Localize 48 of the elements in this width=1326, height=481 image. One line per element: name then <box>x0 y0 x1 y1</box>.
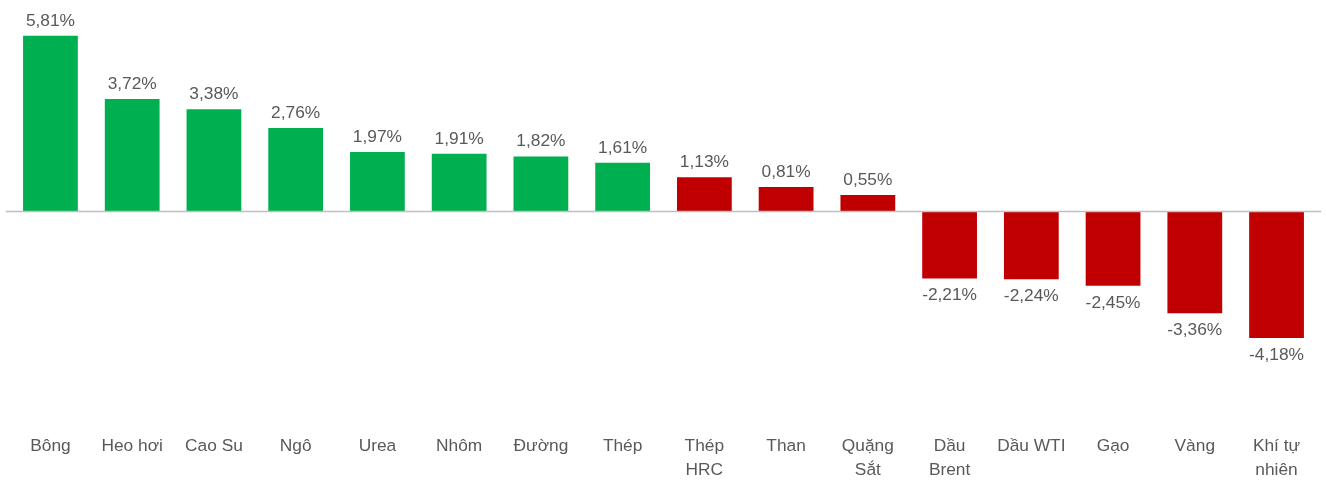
x-tick-label: Dầu WTI <box>997 434 1066 455</box>
data-label: 3,72% <box>107 72 157 93</box>
data-label: 2,76% <box>271 102 321 123</box>
bar <box>1167 211 1223 314</box>
bar <box>268 128 324 212</box>
bar <box>840 194 896 212</box>
bar <box>1003 211 1059 280</box>
x-tick-label: Dầu Brent <box>928 434 971 479</box>
data-label: -2,24% <box>1003 285 1059 306</box>
data-label: -2,21% <box>922 284 978 305</box>
data-label: -4,18% <box>1249 344 1304 365</box>
bar <box>186 109 242 212</box>
data-label: -3,36% <box>1167 319 1223 340</box>
bar <box>676 177 732 212</box>
bar <box>104 98 160 212</box>
bar <box>1249 211 1304 339</box>
x-tick-label: Than <box>766 434 806 455</box>
data-label: 1,97% <box>352 125 402 146</box>
bar <box>513 156 569 212</box>
bar <box>758 187 814 212</box>
data-label: 3,38% <box>189 83 239 104</box>
bar <box>431 153 487 212</box>
data-label: 0,81% <box>761 161 811 182</box>
x-tick-label: Thép <box>602 434 643 455</box>
data-label: 0,55% <box>843 168 893 189</box>
x-tick-label: Heo hơi <box>101 434 163 455</box>
data-label: -2,45% <box>1085 291 1141 312</box>
x-tick-label: Nhôm <box>436 434 483 455</box>
data-label: 1,82% <box>516 130 566 151</box>
x-tick-label: Gạo <box>1096 434 1130 455</box>
bar <box>350 151 405 212</box>
x-tick-label: Bông <box>30 434 71 455</box>
data-label: 5,81% <box>25 9 76 30</box>
bar <box>23 35 78 212</box>
x-tick-label: Đường <box>513 434 569 455</box>
bar <box>922 211 977 279</box>
bar <box>1085 211 1141 286</box>
x-tick-label: Thép HRC <box>684 434 725 479</box>
data-label: 1,61% <box>598 136 648 157</box>
x-tick-label: Cao Su <box>185 434 243 455</box>
x-tick-label: Vàng <box>1174 434 1216 455</box>
bar <box>595 162 651 212</box>
x-tick-label: Ngô <box>279 434 312 455</box>
data-label: 1,13% <box>679 151 729 172</box>
x-tick-label: Khí tự nhiên <box>1252 434 1301 479</box>
x-tick-label: Urea <box>358 434 397 455</box>
data-label: 1,91% <box>434 127 484 148</box>
x-tick-label: Quặng Sắt <box>841 434 894 479</box>
